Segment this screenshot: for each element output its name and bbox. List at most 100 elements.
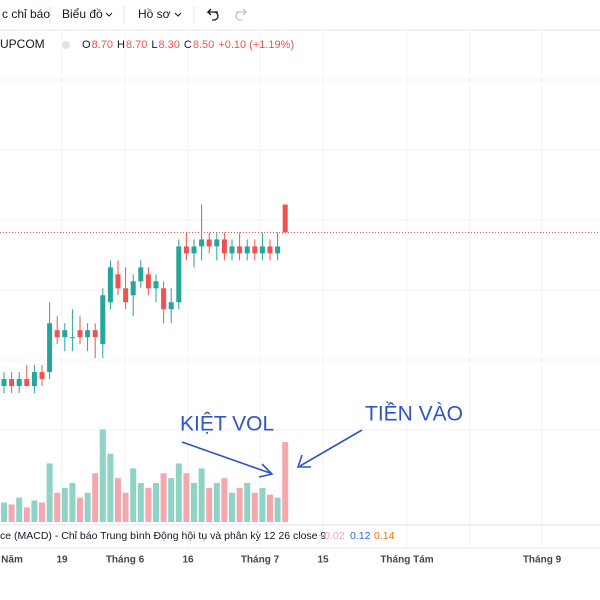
candle-body <box>69 337 75 339</box>
volume-bar <box>54 492 61 522</box>
volume-bar <box>168 478 175 522</box>
volume-bar <box>39 502 45 522</box>
x-tick-label: Tháng Tám <box>380 555 433 566</box>
volume-bar <box>206 487 213 522</box>
chevron <box>174 12 182 17</box>
volume-bar <box>145 487 152 522</box>
volume-bar <box>153 483 159 522</box>
candle-body <box>9 379 15 387</box>
legend-value: 8.70 <box>92 39 113 51</box>
volume-bar <box>8 504 15 522</box>
indicators-button[interactable]: c chỉ báo <box>2 7 50 21</box>
volume-bar <box>69 483 76 522</box>
x-tick-label: 16 <box>182 555 194 566</box>
legend-label: O <box>82 39 91 51</box>
volume-bar <box>221 478 228 522</box>
candle-body <box>39 372 45 380</box>
candle-body <box>92 330 98 338</box>
candle-body <box>85 330 91 338</box>
undo-button[interactable] <box>206 8 219 21</box>
volume-bar <box>259 487 266 522</box>
volume-bar <box>46 463 53 522</box>
x-tick-label: 15 <box>317 555 329 566</box>
profile-menu[interactable]: Hồ sơ <box>138 7 171 21</box>
legend-value: 8.50 <box>193 39 214 51</box>
legend-label: C <box>184 39 192 51</box>
candle-body <box>168 302 174 310</box>
volume-bar <box>84 492 91 522</box>
volume-bar <box>1 502 7 522</box>
annotation: KIỆT VOL <box>180 413 274 436</box>
volume-bar <box>236 487 243 522</box>
legend-label: H <box>117 39 125 51</box>
volume-bar <box>183 473 190 522</box>
candle-body <box>100 295 106 345</box>
candle-body <box>206 239 212 247</box>
candle-body <box>214 239 220 247</box>
candle-body <box>183 246 189 254</box>
volume-bar <box>274 497 281 522</box>
redo-button[interactable] <box>235 8 248 21</box>
volume-bar <box>16 497 23 522</box>
candle-body <box>275 246 281 254</box>
volume-bar <box>198 468 205 522</box>
legend-label: L <box>151 39 157 51</box>
volume-bar <box>77 497 83 522</box>
volume-bar <box>213 483 220 522</box>
candle-body <box>62 330 68 338</box>
candle-body <box>229 246 235 254</box>
histogram-value: 0.14 <box>374 530 395 542</box>
candle-body <box>221 239 227 254</box>
annotation-arrow <box>296 429 363 468</box>
volume-bar <box>23 507 30 522</box>
candle-body <box>130 281 136 296</box>
chevron <box>105 12 113 17</box>
candle-body <box>16 379 22 387</box>
volume-bar <box>267 494 273 522</box>
candle-body <box>267 246 273 254</box>
candle-body <box>199 239 205 247</box>
volume-bar <box>31 500 38 522</box>
volume-bar <box>107 453 114 522</box>
volume-bar <box>191 483 197 522</box>
volume-bar <box>115 478 121 522</box>
legend-value: 8.30 <box>158 39 179 51</box>
signal-value: 0.12 <box>350 530 371 542</box>
legend-change: +0.10 (+1.19%) <box>218 39 294 51</box>
candle-body <box>54 330 60 338</box>
candle-body <box>123 288 129 303</box>
x-tick-label: Năm <box>1 555 23 566</box>
volume-bar <box>175 463 182 522</box>
candle-body <box>31 372 37 387</box>
candle-body <box>107 267 113 303</box>
volume-bar <box>251 492 258 522</box>
x-tick-label: Tháng 9 <box>523 555 562 566</box>
ohlc-legend: O 8.70 H 8.70 L 8.30 C 8.50 +0.10 (+1.19%) <box>82 39 294 51</box>
x-tick-label: Tháng 6 <box>106 555 145 566</box>
candle-body <box>237 246 243 254</box>
volume-bar <box>122 492 129 522</box>
x-tick-label: 19 <box>56 555 68 566</box>
candle-body <box>24 379 30 387</box>
candle-body <box>138 267 144 282</box>
x-tick-label: Tháng 7 <box>241 555 280 566</box>
candle-body <box>153 281 159 289</box>
volume-bar <box>137 483 144 522</box>
candle-body <box>259 246 265 254</box>
candle-body <box>145 274 151 289</box>
annotation-arrow <box>181 441 274 478</box>
candle-body <box>176 246 182 303</box>
macd-value: −0.02 <box>318 530 345 542</box>
candle-body <box>161 288 167 310</box>
legend-value: 8.70 <box>126 39 147 51</box>
candle-body <box>115 274 121 289</box>
candle-body <box>77 330 83 338</box>
chart-menu[interactable]: Biểu đồ <box>62 7 103 21</box>
symbol: UPCOM <box>0 37 45 51</box>
candle-body <box>244 246 250 254</box>
volume-bar <box>244 483 251 522</box>
candle-body <box>1 379 7 387</box>
candle-body <box>47 323 53 373</box>
